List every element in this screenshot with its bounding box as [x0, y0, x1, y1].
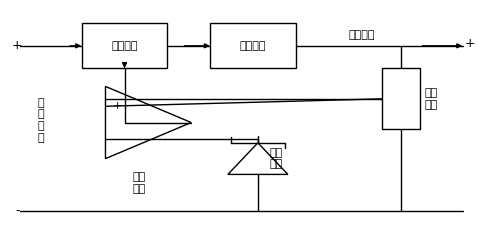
Text: 直
流
输
入: 直 流 输 入 — [38, 98, 45, 143]
Text: 基准
电压: 基准 电压 — [270, 148, 283, 169]
Bar — [81, 23, 167, 68]
Text: 直流输出: 直流输出 — [348, 30, 375, 39]
Text: 比较
放大: 比较 放大 — [132, 172, 146, 194]
Text: +: + — [12, 39, 23, 52]
Text: 控制元件: 控制元件 — [111, 41, 138, 51]
Text: 电阻
取样: 电阻 取样 — [424, 88, 438, 110]
Text: +: + — [113, 101, 122, 111]
Bar — [382, 68, 420, 129]
Text: -: - — [115, 134, 119, 144]
Text: -: - — [15, 204, 20, 217]
Text: 稳压模块: 稳压模块 — [240, 41, 266, 51]
Text: +: + — [465, 37, 476, 50]
Bar — [210, 23, 296, 68]
